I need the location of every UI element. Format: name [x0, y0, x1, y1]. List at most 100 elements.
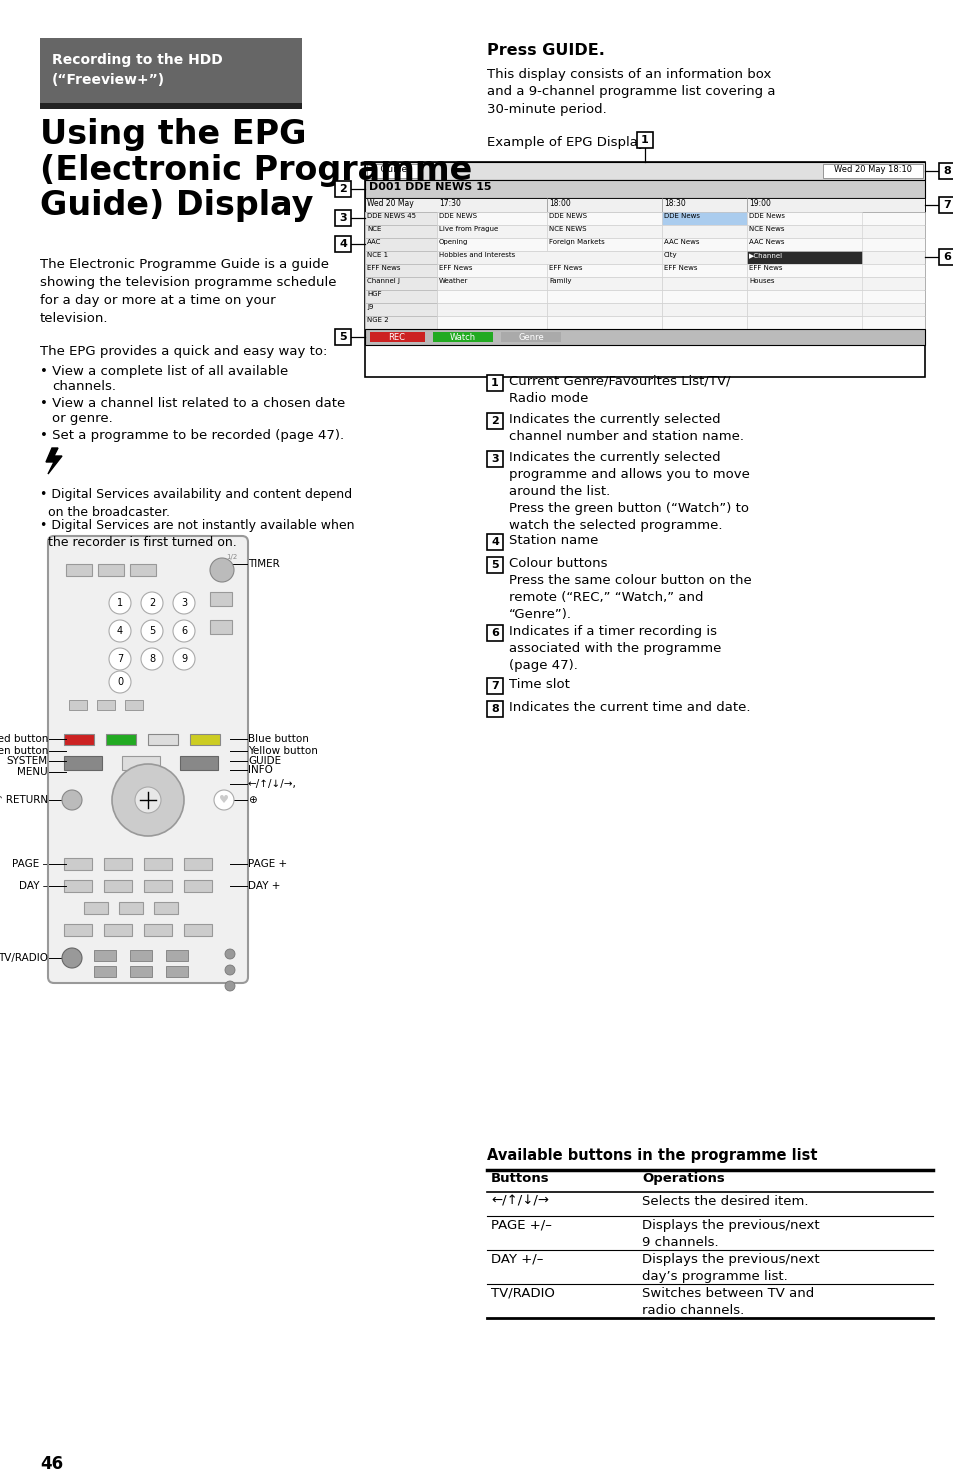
Bar — [210, 592, 232, 607]
Bar — [365, 251, 436, 264]
Bar — [436, 212, 546, 225]
Circle shape — [112, 764, 184, 836]
Bar — [64, 734, 94, 744]
Text: Indicates the currently selected
channel number and station name.: Indicates the currently selected channel… — [509, 412, 743, 443]
Text: NCE NEWS: NCE NEWS — [548, 225, 586, 231]
Bar — [365, 329, 924, 346]
Bar — [433, 332, 493, 343]
Text: • View a complete list of all available: • View a complete list of all available — [40, 365, 288, 378]
Text: Foreign Markets: Foreign Markets — [548, 239, 604, 245]
Text: Red button: Red button — [0, 734, 48, 744]
Bar — [546, 277, 661, 291]
Circle shape — [210, 558, 233, 581]
Text: 0: 0 — [117, 678, 123, 687]
Bar — [367, 165, 421, 178]
Bar — [938, 163, 953, 179]
Text: EFF News: EFF News — [438, 265, 472, 271]
Text: 1: 1 — [491, 378, 498, 389]
Text: Station name: Station name — [509, 534, 598, 547]
Text: NCE 1: NCE 1 — [367, 252, 388, 258]
Bar — [661, 212, 746, 225]
Bar — [180, 756, 218, 770]
Bar — [335, 181, 351, 197]
Circle shape — [141, 648, 163, 670]
Bar — [746, 277, 862, 291]
Text: 8: 8 — [491, 704, 498, 713]
Text: NCE News: NCE News — [748, 225, 783, 231]
Bar — [546, 212, 661, 225]
Text: AAC News: AAC News — [663, 239, 699, 245]
Text: 4: 4 — [117, 626, 123, 636]
Text: MENU: MENU — [17, 767, 48, 777]
Text: 1: 1 — [117, 598, 123, 608]
Circle shape — [135, 787, 161, 813]
Bar — [365, 225, 436, 237]
Text: EFF News: EFF News — [748, 265, 781, 271]
Text: 8: 8 — [943, 166, 950, 176]
Text: Green button: Green button — [0, 746, 48, 756]
Circle shape — [213, 790, 233, 810]
Circle shape — [172, 648, 194, 670]
Bar — [365, 264, 924, 277]
Bar — [144, 879, 172, 891]
Text: Indicates the currently selected
programme and allows you to move
around the lis: Indicates the currently selected program… — [509, 451, 749, 532]
Text: DAY +/–: DAY +/– — [491, 1253, 543, 1266]
Text: • Set a programme to be recorded (page 47).: • Set a programme to be recorded (page 4… — [40, 429, 344, 442]
Text: 19:00: 19:00 — [748, 199, 770, 208]
Bar — [365, 162, 924, 179]
Bar — [486, 558, 502, 572]
Bar — [365, 277, 924, 291]
Circle shape — [62, 948, 82, 968]
Text: 18:30: 18:30 — [663, 199, 685, 208]
Text: Family: Family — [548, 277, 571, 285]
Text: Switches between TV and
radio channels.: Switches between TV and radio channels. — [641, 1287, 814, 1317]
Bar — [746, 303, 862, 316]
Text: (“Freeview+”): (“Freeview+”) — [52, 73, 165, 87]
Bar — [104, 879, 132, 891]
Bar — [746, 251, 862, 264]
Text: 5: 5 — [149, 626, 155, 636]
Bar — [148, 734, 178, 744]
Bar — [184, 924, 212, 936]
Text: DAY +: DAY + — [248, 881, 280, 891]
Text: • Digital Services availability and content depend
  on the broadcaster.: • Digital Services availability and cont… — [40, 488, 352, 519]
Text: Available buttons in the programme list: Available buttons in the programme list — [486, 1148, 817, 1163]
Bar — [365, 291, 924, 303]
Text: Channel J: Channel J — [367, 277, 399, 285]
Bar — [365, 264, 436, 277]
Polygon shape — [46, 448, 62, 475]
Bar — [104, 924, 132, 936]
Bar — [365, 251, 924, 264]
Text: Recording to the HDD: Recording to the HDD — [52, 53, 222, 67]
Bar — [436, 291, 546, 303]
Bar — [486, 412, 502, 429]
Circle shape — [109, 620, 131, 642]
Bar — [661, 264, 746, 277]
Bar — [64, 879, 91, 891]
Bar — [365, 291, 436, 303]
Bar — [365, 303, 436, 316]
Bar — [365, 199, 924, 212]
Circle shape — [172, 620, 194, 642]
Text: 6: 6 — [181, 626, 187, 636]
Text: TV/RADIO: TV/RADIO — [0, 954, 48, 962]
Bar — [661, 225, 746, 237]
Text: Opening: Opening — [438, 239, 468, 245]
Bar — [365, 237, 924, 251]
Text: HGF: HGF — [367, 291, 381, 297]
Bar — [637, 132, 652, 148]
Text: City: City — [663, 252, 677, 258]
Bar — [98, 564, 124, 575]
Text: ←/↑/↓/→: ←/↑/↓/→ — [491, 1195, 548, 1209]
Text: Indicates the current time and date.: Indicates the current time and date. — [509, 701, 750, 713]
Text: ▶Channel: ▶Channel — [748, 252, 782, 258]
Bar — [144, 924, 172, 936]
Text: EFF News: EFF News — [548, 265, 582, 271]
Bar — [822, 165, 923, 178]
Bar — [365, 237, 436, 251]
Text: DDE NEWS 45: DDE NEWS 45 — [367, 214, 416, 219]
Text: 7: 7 — [491, 681, 498, 691]
Bar — [436, 277, 546, 291]
Bar — [546, 291, 661, 303]
Text: DDE NEWS: DDE NEWS — [438, 214, 476, 219]
